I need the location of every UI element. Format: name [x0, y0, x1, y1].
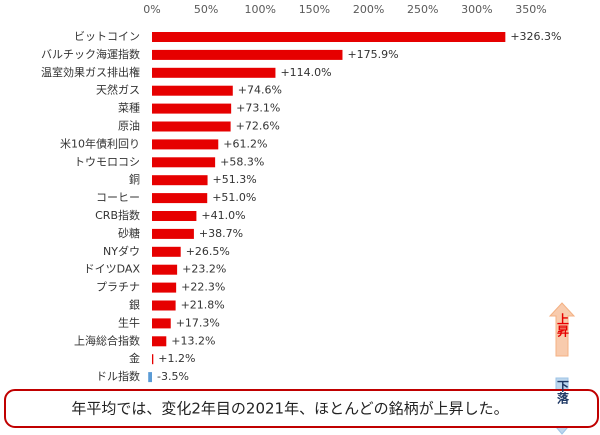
value-label: +61.2% — [223, 137, 267, 150]
bar — [152, 282, 177, 293]
y-tick-label: 銀 — [129, 298, 140, 312]
annotation: 年平均では、変化2年目の2021年、ほとんどの銘柄が上昇した。 — [71, 400, 508, 418]
up-label: 上昇 — [556, 312, 570, 338]
bar — [152, 85, 233, 96]
value-label: +22.3% — [181, 281, 225, 294]
y-tick-label: 天然ガス — [96, 83, 140, 97]
y-tick-label: 米10年債利回り — [60, 136, 140, 150]
value-label: +51.3% — [213, 173, 257, 186]
bar — [152, 175, 208, 186]
value-label: +21.8% — [181, 299, 225, 312]
value-label: +326.3% — [510, 30, 561, 43]
x-tick-label: 100% — [245, 3, 276, 16]
value-label: +58.3% — [220, 155, 264, 168]
bar — [148, 372, 152, 383]
bar — [152, 32, 506, 42]
value-label: +1.2% — [158, 352, 195, 365]
value-label: +73.1% — [236, 102, 280, 115]
x-tick-label: 350% — [515, 3, 546, 16]
value-label: -3.5% — [157, 370, 189, 383]
y-tick-label: 生牛 — [118, 315, 140, 329]
bar — [152, 336, 167, 347]
bar — [152, 354, 154, 365]
x-tick-label: 200% — [353, 3, 384, 16]
up-arrow — [548, 302, 576, 357]
y-tick-label: CRB指数 — [95, 208, 140, 222]
bar — [152, 264, 178, 275]
down-label: 下落 — [556, 380, 570, 405]
y-tick-label: 菜種 — [118, 101, 140, 115]
bar — [152, 211, 197, 221]
y-tick-label: 原油 — [118, 119, 140, 133]
y-tick-label: コーヒー — [96, 191, 140, 204]
bar — [152, 246, 181, 257]
value-label: +13.2% — [171, 334, 215, 347]
y-tick-label: プラチナ — [96, 281, 140, 294]
y-tick-label: 金 — [129, 351, 140, 365]
y-tick-label: ドル指数 — [96, 369, 140, 383]
y-tick-label: 砂糖 — [118, 226, 140, 240]
value-label: +41.0% — [201, 209, 245, 222]
x-tick-label: 50% — [194, 3, 218, 16]
value-label: +72.6% — [236, 120, 280, 133]
bar — [152, 121, 231, 132]
value-label: +74.6% — [238, 84, 282, 97]
annotation-box — [4, 389, 599, 428]
x-tick-label: 0% — [143, 3, 160, 16]
bar — [152, 228, 194, 239]
value-label: +51.0% — [212, 191, 256, 204]
bar — [152, 318, 171, 329]
value-label: +23.2% — [182, 263, 226, 276]
y-tick-label: 温室効果ガス排出権 — [41, 65, 140, 79]
value-label: +26.5% — [186, 245, 230, 258]
bar — [152, 157, 216, 168]
y-tick-label: 上海総合指数 — [74, 333, 140, 347]
y-tick-label: NYダウ — [103, 244, 140, 258]
value-label: +17.3% — [176, 316, 220, 329]
y-tick-label: トウモロコシ — [74, 155, 140, 168]
bar — [152, 193, 208, 204]
y-tick-label: バルチック海運指数 — [41, 47, 140, 61]
bar — [152, 300, 176, 311]
value-label: +175.9% — [347, 48, 398, 61]
y-tick-label: ドイツDAX — [84, 263, 141, 276]
x-tick-label: 150% — [299, 3, 330, 16]
y-tick-label: 銅 — [129, 172, 140, 186]
bar — [152, 49, 343, 60]
x-tick-label: 300% — [461, 3, 492, 16]
value-label: +114.0% — [280, 66, 331, 79]
bar — [152, 67, 276, 78]
value-label: +38.7% — [199, 227, 243, 240]
y-tick-label: ビットコイン — [74, 30, 140, 43]
x-tick-label: 250% — [407, 3, 438, 16]
bar — [152, 139, 219, 150]
bar — [152, 103, 232, 114]
